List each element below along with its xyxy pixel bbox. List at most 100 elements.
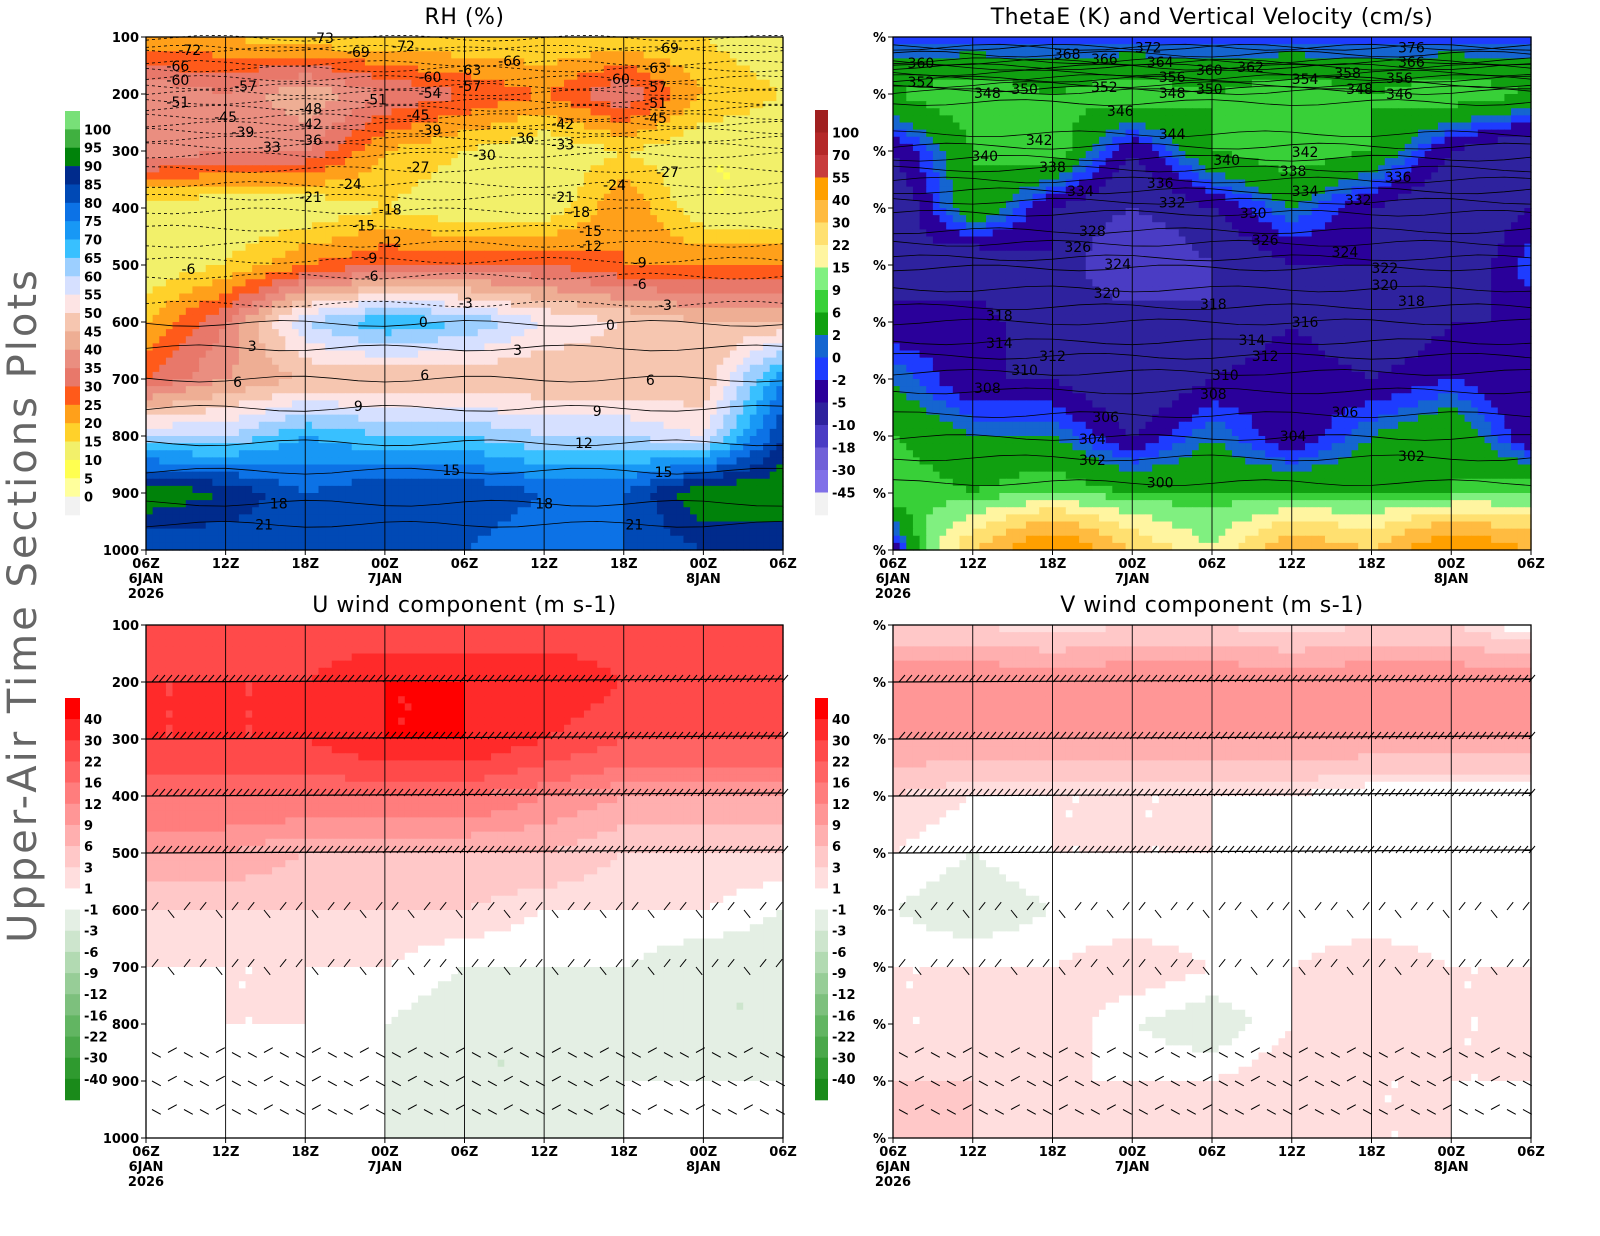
field-cell: [378, 393, 386, 401]
field-cell: [723, 300, 731, 309]
field-cell: [763, 393, 771, 401]
field-cell: [570, 37, 578, 45]
field-cell: [590, 293, 598, 302]
field-cell: [590, 158, 598, 166]
field-cell: [623, 379, 631, 387]
field-cell: [696, 329, 704, 337]
field-cell: [212, 357, 220, 366]
field-cell: [444, 72, 452, 81]
field-cell: [345, 208, 353, 216]
field-cell: [212, 136, 220, 145]
field-cell: [564, 72, 572, 81]
field-cell: [199, 58, 207, 67]
field-cell: [471, 257, 479, 266]
field-cell: [205, 200, 213, 209]
field-cell: [331, 65, 340, 74]
field-cell: [298, 279, 306, 287]
field-cell: [517, 172, 525, 181]
field-cell: [318, 122, 326, 131]
field-cell: [291, 193, 300, 202]
field-cell: [656, 122, 665, 131]
field-cell: [351, 300, 359, 309]
field-cell: [437, 94, 446, 102]
field-cell: [285, 314, 293, 323]
field-cell: [617, 322, 625, 330]
field-cell: [205, 86, 213, 95]
field-cell: [477, 286, 486, 295]
field-cell: [676, 229, 685, 238]
field-cell: [146, 165, 154, 173]
field-cell: [192, 44, 200, 52]
field-cell: [265, 222, 273, 230]
field-cell: [179, 350, 187, 359]
field-cell: [431, 250, 439, 259]
field-cell: [670, 265, 678, 273]
field-cell: [617, 393, 625, 401]
field-cell: [345, 86, 353, 95]
field-cell: [437, 322, 446, 330]
field-cell: [497, 215, 505, 223]
field-cell: [564, 136, 572, 145]
field-cell: [404, 79, 413, 88]
field-cell: [683, 314, 691, 323]
field-cell: [331, 44, 340, 52]
field-cell: [756, 379, 764, 387]
field-cell: [583, 257, 592, 266]
field-cell: [570, 44, 578, 52]
field-cell: [557, 158, 565, 166]
field-cell: [291, 179, 300, 188]
field-cell: [378, 143, 386, 152]
field-cell: [218, 393, 227, 401]
field-cell: [683, 200, 691, 209]
field-cell: [404, 307, 413, 316]
field-cell: [736, 314, 744, 323]
field-cell: [544, 300, 552, 309]
field-cell: [212, 279, 220, 287]
field-cell: [537, 79, 545, 88]
field-cell: [159, 343, 167, 352]
field-cell: [729, 129, 738, 138]
field-cell: [597, 158, 605, 166]
field-cell: [378, 58, 386, 67]
field-cell: [577, 101, 585, 109]
field-cell: [205, 186, 213, 195]
field-cell: [212, 286, 220, 295]
field-cell: [530, 72, 539, 81]
field-cell: [683, 265, 691, 273]
field-cell: [218, 250, 227, 259]
field-cell: [477, 108, 486, 116]
field-cell: [497, 314, 505, 323]
field-cell: [331, 343, 340, 352]
field-cell: [723, 386, 731, 394]
field-cell: [504, 115, 512, 124]
field-cell: [696, 79, 704, 88]
field-cell: [378, 115, 386, 124]
field-cell: [457, 357, 466, 366]
field-cell: [564, 272, 572, 280]
field-cell: [743, 51, 751, 59]
field-cell: [477, 257, 486, 266]
field-cell: [338, 44, 346, 52]
field-cell: [603, 143, 612, 152]
field-cell: [364, 222, 373, 230]
field-cell: [391, 122, 399, 131]
field-cell: [338, 86, 346, 95]
field-cell: [212, 200, 220, 209]
field-cell: [424, 386, 432, 394]
field-cell: [358, 172, 366, 181]
field-cell: [683, 44, 691, 52]
field-cell: [703, 307, 711, 316]
field-cell: [371, 108, 379, 116]
field-cell: [245, 265, 253, 273]
field-cell: [272, 186, 280, 195]
field-cell: [723, 179, 731, 188]
field-cell: [769, 200, 777, 209]
field-cell: [763, 229, 771, 238]
field-cell: [146, 186, 154, 195]
field-cell: [690, 329, 698, 337]
field-cell: [577, 179, 585, 188]
field-cell: [325, 79, 333, 88]
field-cell: [723, 143, 731, 152]
field-cell: [252, 208, 260, 216]
field-cell: [550, 250, 558, 259]
